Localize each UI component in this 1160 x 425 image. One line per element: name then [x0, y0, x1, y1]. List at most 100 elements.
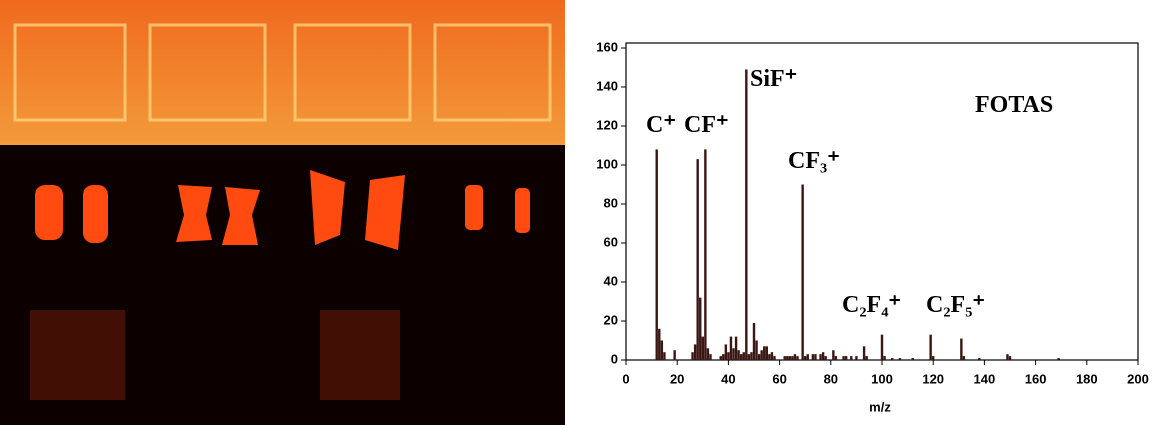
y-tick-label: 20 [604, 312, 618, 327]
bar [814, 354, 817, 360]
peak-annotation: C₂F₄⁺ [842, 292, 901, 318]
bar [727, 352, 730, 360]
y-tick-label: 140 [596, 78, 618, 93]
peak-annotation: C⁺ [646, 112, 676, 138]
image-panel [0, 0, 565, 425]
x-tick-label: 120 [922, 371, 944, 386]
bar [804, 356, 807, 360]
bar [699, 297, 702, 360]
bar [709, 354, 712, 360]
bar [1006, 354, 1009, 360]
peak-annotation: SiF⁺ [750, 66, 797, 92]
peak-annotation: CF₃⁺ [788, 148, 840, 174]
x-tick-label: 160 [1025, 371, 1047, 386]
y-tick-label: 0 [611, 351, 618, 366]
bar [842, 356, 845, 360]
x-tick-label: 180 [1076, 371, 1098, 386]
bar [850, 356, 853, 360]
bar [696, 159, 699, 360]
x-tick-label: 40 [721, 371, 735, 386]
y-tick-label: 100 [596, 156, 618, 171]
bar [691, 352, 694, 360]
bar [791, 356, 794, 360]
bar [962, 356, 966, 360]
bar [978, 358, 981, 360]
bar [883, 356, 886, 360]
y-tick-label: 40 [604, 273, 618, 288]
bar [673, 350, 676, 360]
bar [819, 354, 822, 360]
bar [811, 354, 815, 360]
bar [719, 356, 722, 360]
bar [821, 352, 825, 360]
bar [1008, 356, 1012, 360]
x-tick-label: 140 [974, 371, 996, 386]
bar [796, 356, 799, 360]
bar [760, 350, 763, 360]
bar [911, 358, 914, 360]
bar [770, 352, 774, 360]
y-tick-label: 60 [604, 234, 618, 249]
bar [745, 69, 748, 360]
bar [773, 356, 776, 360]
bar [788, 356, 792, 360]
bar [658, 328, 661, 360]
bar [663, 352, 666, 360]
bar [701, 336, 704, 360]
x-tick-label: 60 [772, 371, 786, 386]
bar [655, 149, 658, 360]
bar [929, 334, 932, 360]
bar [832, 350, 835, 360]
bar [891, 358, 894, 360]
bar [765, 346, 768, 360]
bar [844, 356, 848, 360]
x-tick-label: 80 [824, 371, 838, 386]
x-tick-label: 0 [622, 371, 629, 386]
bar [768, 354, 771, 360]
bar [824, 356, 827, 360]
bar [724, 344, 728, 360]
peak-annotation: FOTAS [975, 92, 1053, 118]
bar [793, 354, 797, 360]
bar [806, 354, 809, 360]
y-tick-label: 160 [596, 39, 618, 54]
bar [722, 354, 725, 360]
peak-annotation: CF⁺ [684, 112, 729, 138]
bar [755, 340, 758, 360]
bar [960, 338, 963, 360]
bar [732, 348, 735, 360]
bar [660, 340, 664, 360]
bar [757, 354, 761, 360]
bar [880, 334, 884, 360]
x-tick-label: 200 [1127, 371, 1149, 386]
bar [786, 356, 789, 360]
bar [747, 354, 751, 360]
bar [898, 358, 902, 360]
peak-annotation: C₂F₅⁺ [926, 292, 985, 318]
bar [740, 354, 743, 360]
bar [729, 336, 733, 360]
bar [932, 356, 935, 360]
y-tick-label: 120 [596, 117, 618, 132]
bar [752, 322, 756, 360]
bar [706, 348, 710, 360]
bar [834, 356, 838, 360]
bar [1057, 358, 1060, 360]
bar [734, 336, 738, 360]
bar [704, 149, 707, 360]
bar [855, 356, 858, 360]
x-axis-label: m/z [869, 399, 891, 414]
bar [742, 352, 745, 360]
x-tick-label: 20 [670, 371, 684, 386]
bar [862, 346, 866, 360]
bar [737, 350, 740, 360]
y-tick-label: 80 [604, 195, 618, 210]
bar [763, 346, 766, 360]
x-tick-label: 100 [871, 371, 893, 386]
bar [750, 352, 753, 360]
bar [801, 184, 804, 360]
bar [693, 344, 697, 360]
bar [783, 356, 786, 360]
bar [865, 356, 868, 360]
